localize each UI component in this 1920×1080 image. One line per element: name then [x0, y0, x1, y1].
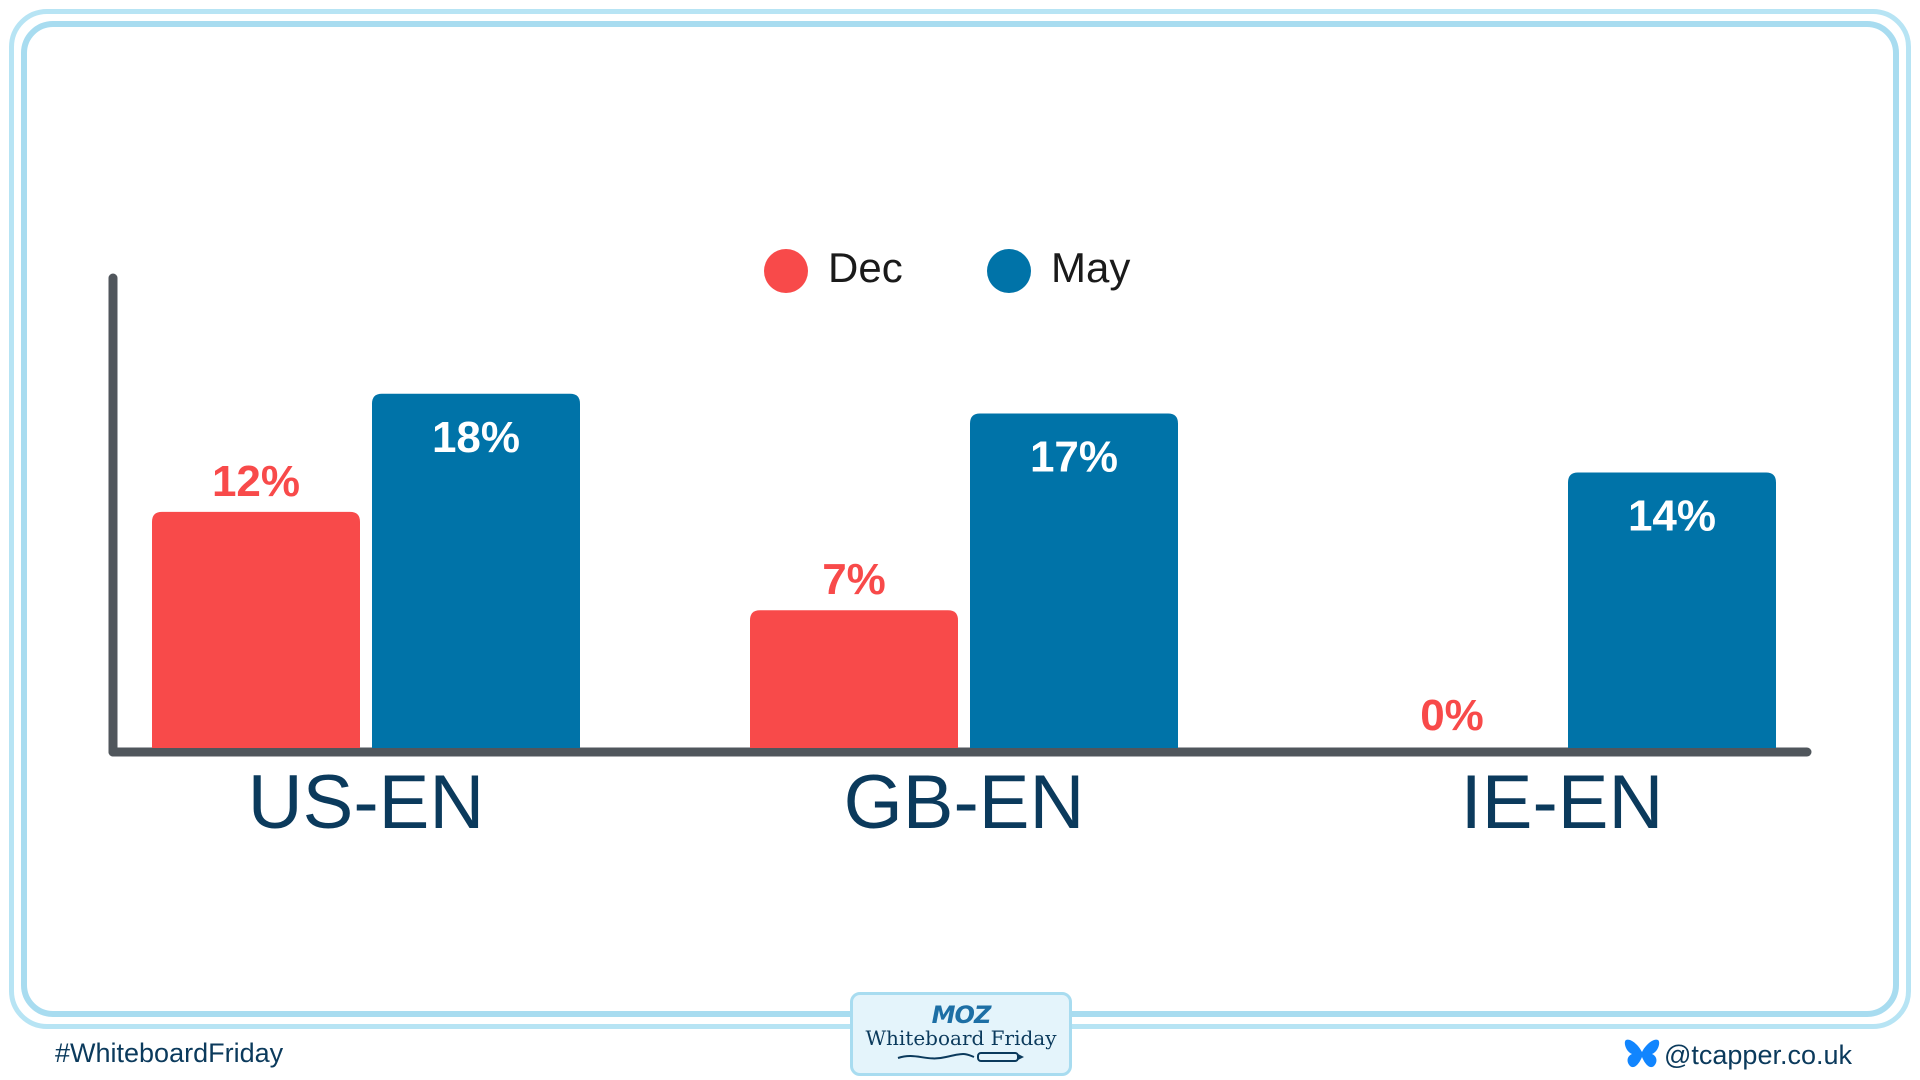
data-label-dec-gb-en: 7% [822, 555, 886, 604]
data-label-dec-ie-en: 0% [1420, 691, 1484, 740]
legend-marker-may [987, 249, 1031, 293]
data-label-may-ie-en: 14% [1628, 491, 1716, 540]
social-handle: @tcapper.co.uk [1624, 1038, 1852, 1072]
data-label-dec-us-en: 12% [212, 457, 300, 506]
logo-title: Whiteboard Friday [865, 1026, 1057, 1050]
butterfly-icon [1624, 1039, 1660, 1068]
pen-icon [897, 1052, 1024, 1062]
data-label-may-gb-en: 17% [1030, 432, 1118, 481]
legend-label-may: May [1051, 244, 1130, 291]
handle-text: @tcapper.co.uk [1663, 1039, 1852, 1070]
category-label-gb-en: GB-EN [844, 760, 1085, 845]
hashtag-text: #WhiteboardFriday [55, 1038, 284, 1068]
legend-label-dec: Dec [828, 244, 903, 291]
logo-brand: MOZ [931, 1001, 992, 1029]
bar-may-gb-en [970, 413, 1178, 748]
bar-may-us-en [372, 393, 580, 748]
category-label-us-en: US-EN [248, 760, 484, 845]
category-label-ie-en: IE-EN [1461, 760, 1664, 845]
bar-dec-gb-en [750, 610, 958, 748]
data-label-may-us-en: 18% [432, 413, 520, 462]
bar-may-ie-en [1568, 472, 1776, 748]
moz-whiteboard-friday-logo: MOZ Whiteboard Friday [850, 992, 1072, 1076]
legend-marker-dec [764, 249, 808, 293]
bar-dec-us-en [152, 511, 360, 748]
